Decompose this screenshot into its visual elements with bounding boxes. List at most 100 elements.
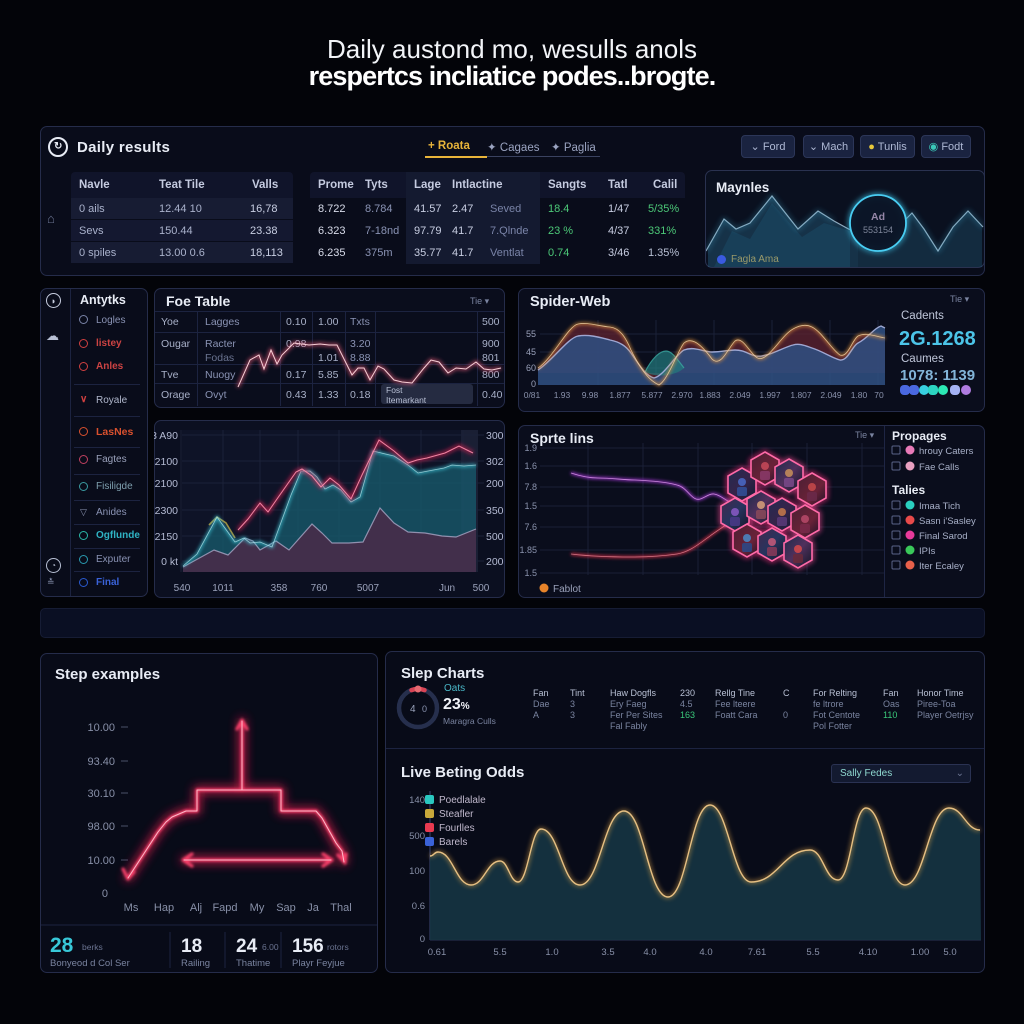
svg-text:A: A — [533, 710, 539, 720]
svg-text:4.0: 4.0 — [699, 947, 712, 958]
svg-text:1078: 1139: 1078: 1139 — [900, 367, 975, 384]
svg-text:2.049: 2.049 — [820, 390, 842, 400]
svg-text:300: 300 — [486, 430, 504, 442]
svg-text:1.883: 1.883 — [699, 390, 721, 400]
svg-text:0: 0 — [783, 710, 788, 720]
svg-text:110: 110 — [883, 710, 897, 720]
svg-text:fe ltrore: fe ltrore — [813, 699, 844, 709]
svg-text:Jun: Jun — [439, 583, 455, 594]
svg-text:Tint: Tint — [570, 688, 585, 698]
svg-text:Fan: Fan — [533, 688, 549, 698]
svg-text:9.98: 9.98 — [582, 390, 599, 400]
svg-text:1.997: 1.997 — [759, 390, 781, 400]
svg-text:Piree-Toa: Piree-Toa — [917, 699, 956, 709]
svg-text:Sasn i'Sasley: Sasn i'Sasley — [919, 516, 976, 527]
svg-text:230: 230 — [680, 688, 695, 698]
svg-text:1.807: 1.807 — [790, 390, 812, 400]
svg-text:Ad: Ad — [871, 211, 885, 223]
svg-text:IPIs: IPIs — [919, 546, 936, 557]
svg-text:7.61: 7.61 — [748, 947, 767, 958]
svg-text:berks: berks — [82, 942, 103, 952]
svg-text:163: 163 — [680, 710, 695, 720]
svg-text:3.5: 3.5 — [601, 947, 614, 958]
svg-text:30.10: 30.10 — [87, 788, 115, 800]
svg-text:358: 358 — [271, 583, 288, 594]
svg-text:Maragra Culls: Maragra Culls — [443, 716, 496, 726]
svg-text:500: 500 — [486, 531, 504, 543]
svg-text:4: 4 — [410, 704, 416, 715]
svg-text:2300: 2300 — [155, 505, 179, 517]
svg-text:18: 18 — [181, 936, 202, 957]
svg-text:302: 302 — [486, 456, 504, 468]
svg-text:Fot Centote: Fot Centote — [813, 710, 860, 720]
svg-text:Oas: Oas — [883, 699, 900, 709]
svg-text:4.5: 4.5 — [680, 699, 693, 709]
svg-text:0: 0 — [422, 704, 427, 714]
svg-text:5007: 5007 — [357, 583, 380, 594]
svg-text:Fae Calls: Fae Calls — [919, 462, 959, 473]
svg-text:3: 3 — [570, 710, 575, 720]
svg-text:60: 60 — [526, 363, 536, 373]
svg-text:500: 500 — [473, 583, 490, 594]
svg-text:24: 24 — [236, 936, 258, 957]
svg-text:Foatt Cara: Foatt Cara — [715, 710, 758, 720]
svg-text:0: 0 — [420, 934, 425, 945]
svg-text:Fapd: Fapd — [212, 902, 237, 914]
svg-text:553154: 553154 — [863, 225, 893, 235]
svg-text:1.85: 1.85 — [519, 545, 537, 555]
svg-text:Thal: Thal — [330, 902, 351, 914]
svg-text:My: My — [250, 902, 265, 914]
svg-text:For Relting: For Relting — [813, 688, 857, 698]
svg-text:0 kt: 0 kt — [161, 556, 178, 568]
svg-text:7.8: 7.8 — [524, 482, 537, 492]
svg-text:2100: 2100 — [155, 456, 179, 468]
svg-text:Ja: Ja — [307, 902, 320, 914]
svg-text:Dae: Dae — [533, 699, 550, 709]
svg-text:Propages: Propages — [892, 429, 947, 443]
svg-text:6.00: 6.00 — [262, 942, 279, 952]
svg-text:rotors: rotors — [327, 942, 349, 952]
svg-text:Haw Dogfls: Haw Dogfls — [610, 688, 657, 698]
svg-text:Talies: Talies — [892, 483, 925, 497]
svg-text:2.970: 2.970 — [671, 390, 693, 400]
svg-text:1.0: 1.0 — [545, 947, 558, 958]
svg-text:200: 200 — [486, 478, 504, 490]
svg-text:2100: 2100 — [155, 478, 179, 490]
svg-text:200: 200 — [486, 556, 504, 568]
svg-text:1.80: 1.80 — [851, 390, 868, 400]
svg-text:0.6: 0.6 — [412, 901, 425, 912]
svg-text:5.5: 5.5 — [493, 947, 506, 958]
svg-text:Fourlles: Fourlles — [439, 823, 475, 834]
svg-text:Ery Faeg: Ery Faeg — [610, 699, 647, 709]
svg-text:98.00: 98.00 — [87, 821, 115, 833]
svg-text:2G.1268: 2G.1268 — [899, 328, 976, 350]
svg-text:Poedlalale: Poedlalale — [439, 795, 486, 806]
svg-text:Steafler: Steafler — [439, 809, 474, 820]
svg-text:1.6: 1.6 — [524, 461, 537, 471]
svg-text:Cadents: Cadents — [901, 310, 944, 322]
svg-text:1.9: 1.9 — [524, 443, 537, 453]
svg-text:Thatime: Thatime — [236, 958, 270, 969]
svg-text:2150: 2150 — [155, 531, 179, 543]
svg-text:4.10: 4.10 — [859, 947, 878, 958]
svg-text:70: 70 — [874, 390, 884, 400]
svg-text:Pol Fotter: Pol Fotter — [813, 721, 852, 731]
svg-text:3 A90: 3 A90 — [154, 430, 178, 442]
svg-text:5.877: 5.877 — [641, 390, 663, 400]
svg-text:3: 3 — [570, 699, 575, 709]
svg-text:Fal Fably: Fal Fably — [610, 721, 648, 731]
svg-text:350: 350 — [486, 505, 504, 517]
svg-text:5.5: 5.5 — [806, 947, 819, 958]
svg-text:C: C — [783, 688, 790, 698]
svg-text:Ms: Ms — [124, 902, 139, 914]
svg-text:Caumes: Caumes — [901, 353, 944, 365]
svg-text:Oats: Oats — [444, 683, 465, 694]
svg-text:4.0: 4.0 — [643, 947, 656, 958]
svg-text:1.00: 1.00 — [911, 947, 930, 958]
svg-text:2.049: 2.049 — [729, 390, 751, 400]
svg-text:Imaa Tich: Imaa Tich — [919, 501, 960, 512]
svg-text:23%: 23% — [443, 696, 470, 713]
svg-text:Barels: Barels — [439, 837, 467, 848]
svg-text:Hap: Hap — [154, 902, 174, 914]
svg-text:7.6: 7.6 — [524, 522, 537, 532]
